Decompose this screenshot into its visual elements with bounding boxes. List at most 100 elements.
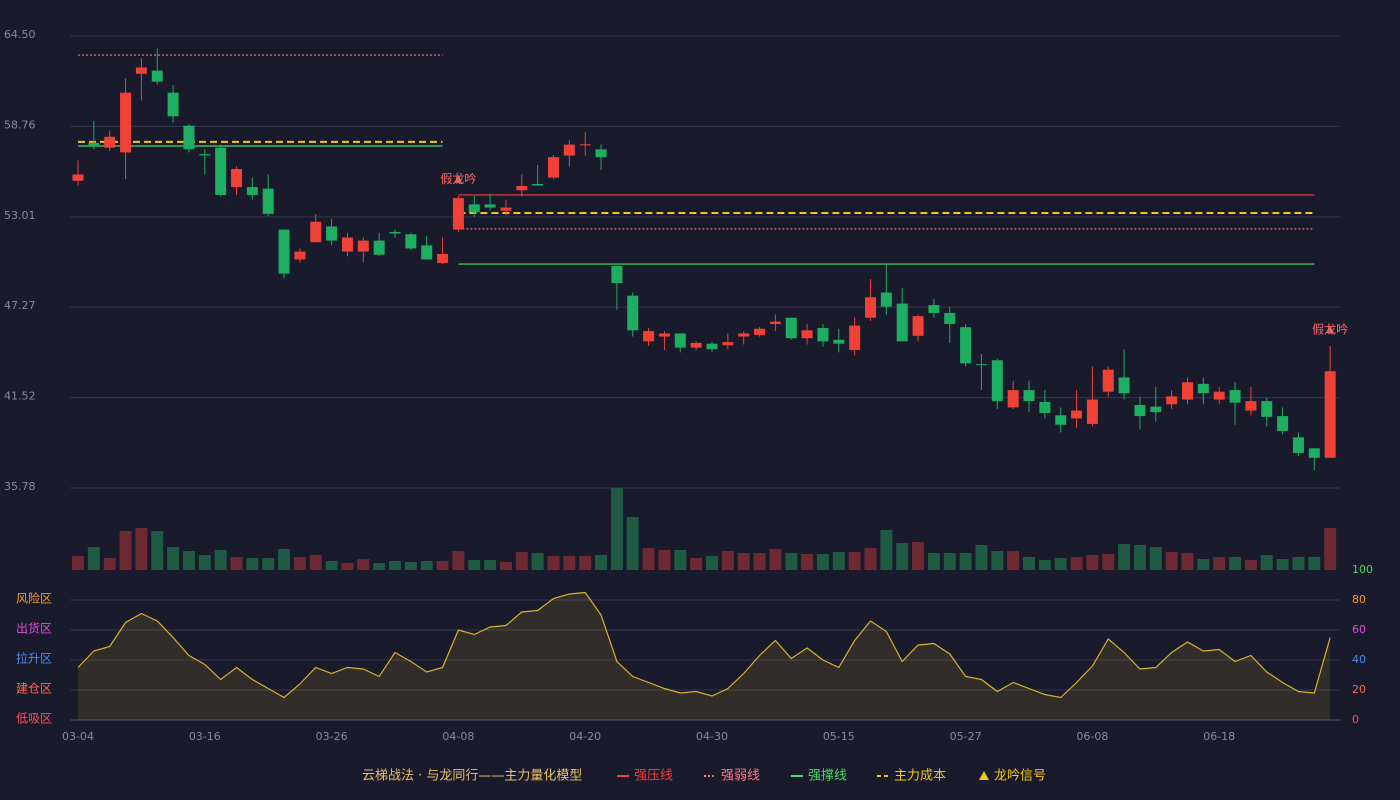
candle-body	[785, 317, 797, 339]
indicator-area	[78, 592, 1331, 720]
candle-body	[1245, 401, 1257, 411]
volume-bar	[721, 551, 734, 570]
candle-body	[1039, 401, 1051, 413]
y-tick-label: 53.01	[4, 209, 36, 222]
x-tick-label: 04-08	[442, 730, 474, 743]
volume-bar	[769, 549, 782, 570]
zone-label: 低吸区	[16, 712, 52, 726]
volume-bar	[626, 517, 639, 570]
volume-bar	[642, 548, 655, 570]
zone-label: 建仓区	[16, 682, 52, 696]
candle-body	[880, 292, 892, 307]
candle-body	[658, 333, 670, 337]
volume-bar	[119, 531, 132, 570]
candle-body	[722, 342, 734, 346]
volume-bar	[1213, 557, 1226, 570]
volume-bar	[864, 548, 877, 570]
volume-bar	[262, 558, 275, 570]
volume-bar	[1260, 555, 1273, 570]
volume-bar	[72, 556, 84, 570]
candle-body	[849, 325, 861, 350]
volume-bar	[848, 552, 861, 570]
x-tick-label: 03-26	[316, 730, 348, 743]
candle-body	[1213, 391, 1225, 400]
candle-body	[975, 364, 987, 366]
candle-body	[1261, 401, 1273, 417]
volume-bar	[610, 488, 623, 570]
volume-bar	[1197, 559, 1210, 570]
x-tick-label: 06-08	[1076, 730, 1108, 743]
candle-body	[1150, 406, 1162, 413]
volume-bar	[182, 551, 195, 570]
volume-bar	[420, 561, 433, 570]
volume-bar	[167, 547, 180, 570]
x-tick-label: 05-27	[950, 730, 982, 743]
volume-bar	[357, 559, 370, 570]
candle-body	[944, 312, 956, 325]
legend-label: 强压线	[634, 769, 673, 784]
legend-label: 主力成本	[894, 769, 946, 784]
candle-body	[1229, 390, 1241, 403]
candle-body	[1023, 390, 1035, 402]
y-tick-label: 35.78	[4, 480, 36, 493]
candle-body	[405, 234, 417, 249]
candle-body	[484, 204, 496, 208]
candle-body	[643, 331, 655, 342]
volume-bar	[832, 552, 845, 570]
volume-bar	[1149, 547, 1162, 570]
candle-body	[151, 70, 163, 82]
volume-bar	[325, 561, 338, 570]
candle-body	[991, 360, 1003, 402]
volume-bar	[1102, 554, 1115, 570]
volume-bar	[341, 563, 354, 570]
volume-bar	[278, 549, 291, 570]
volume-bar	[706, 556, 718, 570]
y2-tick-label: 100	[1352, 563, 1373, 576]
volume-bar	[468, 560, 481, 570]
volume-bar	[436, 561, 449, 570]
candle-body	[72, 174, 84, 181]
candle-body	[865, 297, 876, 318]
candle-body	[104, 136, 116, 148]
volume-bar	[1244, 560, 1257, 570]
candle-body	[199, 154, 211, 156]
candle-body	[1308, 448, 1320, 458]
y2-tick-label: 80	[1352, 593, 1366, 606]
candle-body	[389, 231, 401, 234]
candle-body	[215, 147, 227, 195]
volume-bar	[927, 553, 940, 570]
candle-body	[341, 237, 353, 252]
candle-body	[738, 333, 750, 337]
volume-bar	[1070, 557, 1083, 570]
x-tick-label: 03-04	[62, 730, 94, 743]
volume-bar	[246, 558, 259, 570]
volume-bar	[198, 555, 211, 570]
volume-bar	[135, 528, 148, 570]
candle-body	[706, 343, 718, 350]
candle-body	[294, 251, 306, 260]
volume-bar	[389, 561, 401, 570]
volume-bar	[293, 557, 306, 570]
volume-bar	[1292, 557, 1305, 570]
volume-bar	[975, 545, 988, 570]
x-tick-label: 04-20	[569, 730, 601, 743]
candle-body	[500, 207, 512, 211]
y-tick-label: 64.50	[4, 28, 36, 41]
candle-body	[1277, 416, 1289, 432]
level-line	[78, 145, 1315, 265]
candle-body	[262, 188, 274, 214]
x-tick-label: 04-30	[696, 730, 728, 743]
volume-bar	[452, 551, 465, 570]
volume-bar	[230, 557, 243, 570]
legend-label: 龙吟信号	[994, 768, 1046, 784]
y-tick-label: 47.27	[4, 299, 36, 312]
candle-body	[928, 305, 940, 313]
candle-body	[1134, 405, 1146, 417]
volume-bar	[515, 552, 528, 570]
volume-bar	[1086, 555, 1099, 570]
volume-bar	[531, 553, 544, 570]
volume-bar	[753, 553, 766, 570]
candle-body	[1086, 399, 1098, 424]
candle-body	[246, 187, 258, 195]
